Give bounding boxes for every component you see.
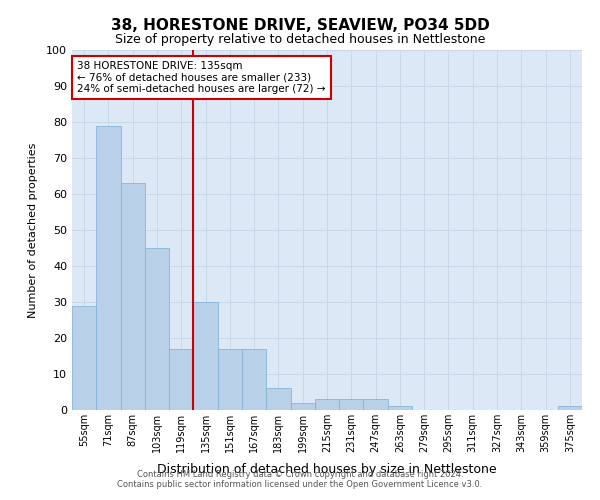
- Bar: [339, 399, 364, 410]
- Bar: [169, 349, 193, 410]
- Bar: [388, 406, 412, 410]
- Bar: [266, 388, 290, 410]
- Bar: [315, 399, 339, 410]
- Bar: [290, 403, 315, 410]
- Text: 38, HORESTONE DRIVE, SEAVIEW, PO34 5DD: 38, HORESTONE DRIVE, SEAVIEW, PO34 5DD: [110, 18, 490, 32]
- Bar: [145, 248, 169, 410]
- Bar: [193, 302, 218, 410]
- Text: Contains HM Land Registry data © Crown copyright and database right 2024.
Contai: Contains HM Land Registry data © Crown c…: [118, 470, 482, 489]
- Bar: [364, 399, 388, 410]
- Text: Size of property relative to detached houses in Nettlestone: Size of property relative to detached ho…: [115, 32, 485, 46]
- Bar: [72, 306, 96, 410]
- Bar: [121, 183, 145, 410]
- Bar: [218, 349, 242, 410]
- Bar: [242, 349, 266, 410]
- Bar: [96, 126, 121, 410]
- X-axis label: Distribution of detached houses by size in Nettlestone: Distribution of detached houses by size …: [157, 464, 497, 476]
- Y-axis label: Number of detached properties: Number of detached properties: [28, 142, 38, 318]
- Bar: [558, 406, 582, 410]
- Text: 38 HORESTONE DRIVE: 135sqm
← 76% of detached houses are smaller (233)
24% of sem: 38 HORESTONE DRIVE: 135sqm ← 76% of deta…: [77, 61, 326, 94]
